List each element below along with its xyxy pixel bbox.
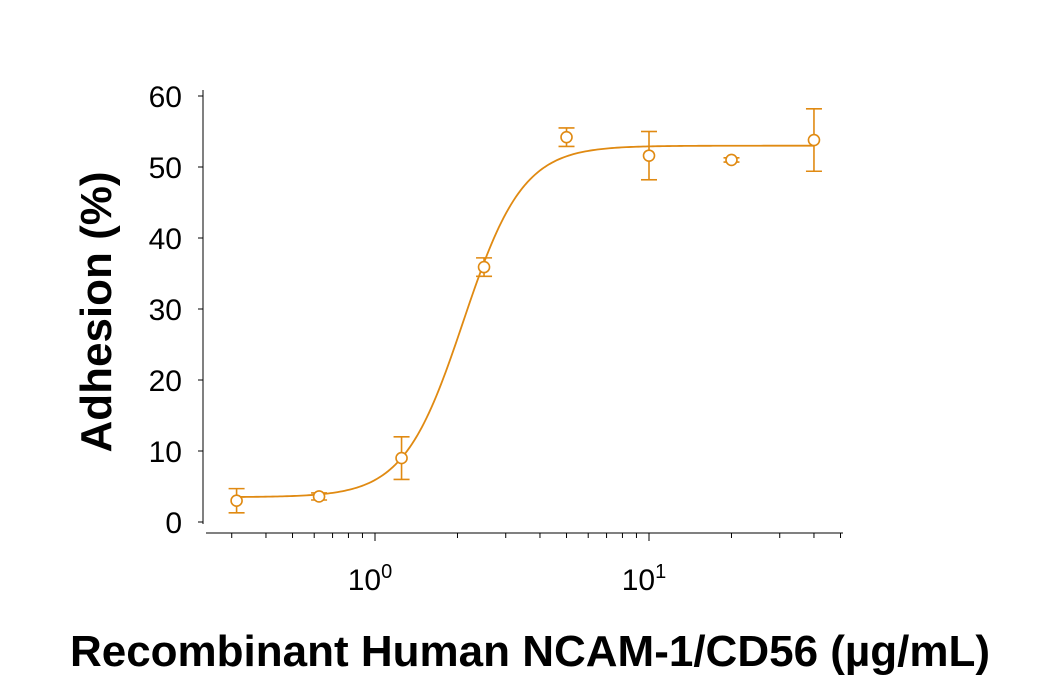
data-point [228,487,245,514]
point-marker [477,260,491,274]
data-point [723,153,740,167]
fit-curve [236,144,814,498]
point-marker [725,153,738,167]
data-point [805,107,822,173]
y-axis-title: Adhesion (%) [72,171,121,452]
y-axis: 0 10 20 30 40 50 60 [149,81,204,540]
x-axis-title: Recombinant Human NCAM-1/CD56 (µg/mL) [70,627,990,676]
point-marker [230,494,243,508]
plot-area [228,107,822,514]
point-marker [312,490,326,503]
x-tick-label: 101 [622,561,667,597]
point-marker [395,451,408,465]
y-tick-label: 40 [149,223,182,256]
x-tick-label: 100 [348,561,393,597]
y-tick-label: 0 [165,507,182,540]
data-point [311,490,328,503]
y-tick-label: 30 [149,294,182,327]
point-marker [807,133,821,147]
x-axis: 100 101 [206,532,843,597]
point-marker [560,130,573,144]
point-marker [642,149,656,162]
y-tick-label: 50 [149,152,182,185]
data-point [558,127,575,148]
y-tick-label: 60 [149,81,182,114]
data-point [476,257,493,278]
data-point [641,130,657,181]
y-tick-label: 10 [149,436,182,469]
y-tick-label: 20 [149,365,182,398]
data-point [393,435,410,481]
